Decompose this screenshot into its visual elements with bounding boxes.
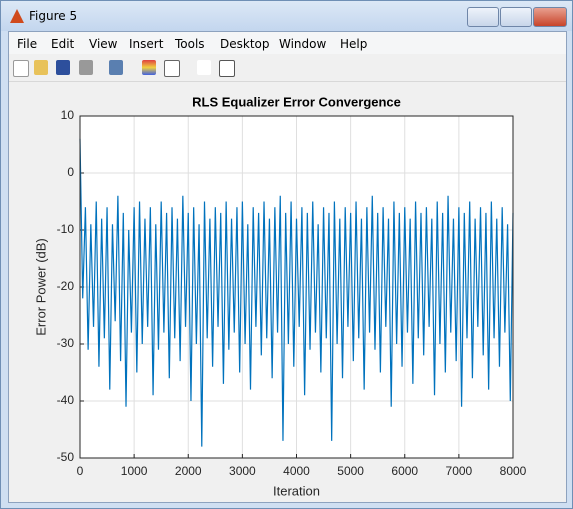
print-button[interactable] bbox=[79, 60, 93, 75]
legend-button[interactable] bbox=[164, 60, 180, 77]
menu-item[interactable]: View bbox=[89, 37, 118, 51]
save-button[interactable] bbox=[56, 60, 70, 75]
y-tick-label: -40 bbox=[57, 393, 75, 407]
property-button[interactable] bbox=[219, 60, 235, 77]
x-tick-label: 7000 bbox=[446, 464, 473, 478]
x-tick-label: 1000 bbox=[121, 464, 148, 478]
maximize-button[interactable] bbox=[500, 7, 532, 27]
menu-item[interactable]: Desktop bbox=[220, 37, 270, 51]
menu-item[interactable]: Insert bbox=[129, 37, 164, 51]
link-button[interactable] bbox=[109, 60, 123, 75]
window-title: Figure 5 bbox=[29, 9, 78, 23]
y-tick-label: -20 bbox=[57, 279, 75, 293]
minimize-button[interactable] bbox=[467, 7, 499, 27]
y-axis-label: Error Power (dB) bbox=[33, 238, 48, 336]
colorbar-button[interactable] bbox=[142, 60, 156, 75]
y-tick-label: -10 bbox=[57, 222, 75, 236]
y-tick-label: 0 bbox=[67, 165, 74, 179]
open-button[interactable] bbox=[34, 60, 48, 75]
x-axis-label: Iteration bbox=[273, 483, 320, 498]
new-button[interactable] bbox=[13, 60, 29, 77]
y-tick-label: -50 bbox=[57, 450, 75, 464]
y-tick-label: 10 bbox=[61, 108, 75, 122]
menu-item[interactable]: File bbox=[17, 37, 38, 51]
title-bar: Figure 5 bbox=[1, 1, 572, 31]
pointer-button[interactable] bbox=[197, 60, 211, 75]
x-tick-label: 5000 bbox=[337, 464, 364, 478]
menu-bar: File Edit View Insert Tools Desktop Window Help bbox=[9, 32, 566, 54]
toolbar bbox=[9, 55, 566, 82]
x-tick-label: 6000 bbox=[391, 464, 418, 478]
close-button[interactable] bbox=[533, 7, 567, 27]
chart-title: RLS Equalizer Error Convergence bbox=[192, 94, 401, 109]
axes-box bbox=[79, 115, 514, 459]
x-tick-label: 3000 bbox=[229, 464, 256, 478]
x-tick-label: 4000 bbox=[283, 464, 310, 478]
menu-item[interactable]: Window bbox=[279, 37, 327, 51]
menu-item[interactable]: Help bbox=[340, 37, 368, 51]
y-tick-label: -30 bbox=[57, 336, 75, 350]
x-tick-label: 2000 bbox=[175, 464, 202, 478]
menu-item[interactable]: Edit bbox=[51, 37, 75, 51]
x-tick-label: 8000 bbox=[500, 464, 527, 478]
x-tick-label: 0 bbox=[77, 464, 84, 478]
data-line bbox=[79, 138, 514, 447]
menu-item[interactable]: Tools bbox=[175, 37, 205, 51]
